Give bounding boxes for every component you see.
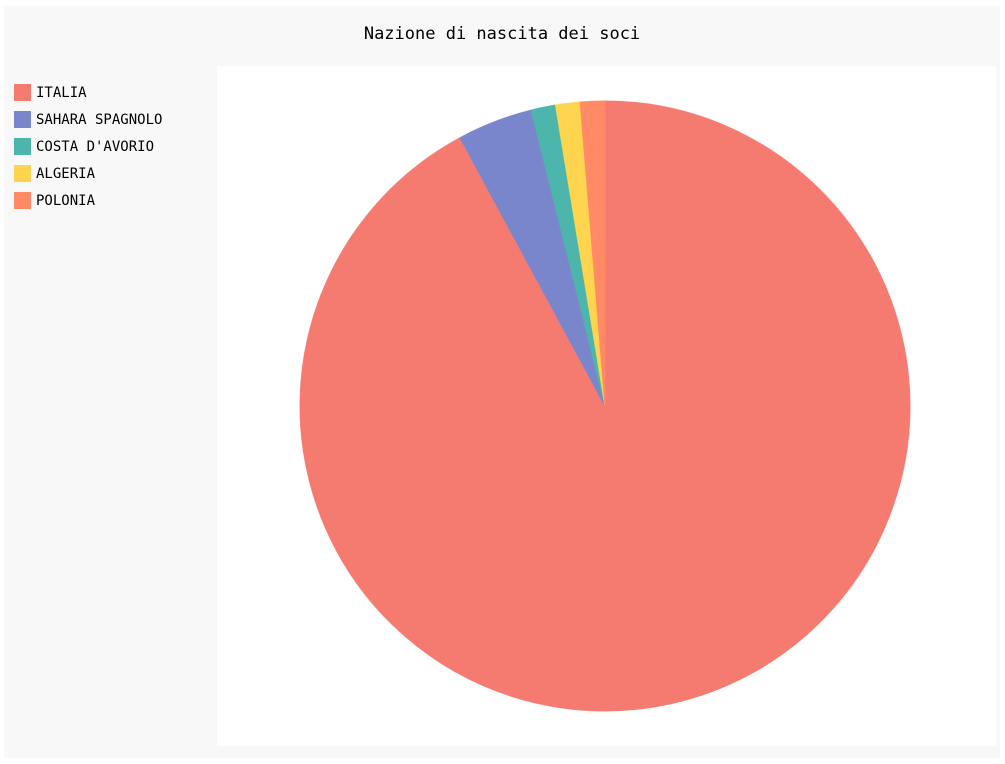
legend: ITALIA SAHARA SPAGNOLO COSTA D'AVORIO AL…: [14, 79, 162, 214]
legend-item-italia[interactable]: ITALIA: [14, 79, 162, 106]
legend-item-costa-d-avorio[interactable]: COSTA D'AVORIO: [14, 133, 162, 160]
legend-label: POLONIA: [36, 192, 96, 209]
legend-swatch: [14, 192, 31, 209]
chart-title: Nazione di nascita dei soci: [363, 24, 641, 44]
legend-swatch: [14, 138, 31, 155]
legend-label: ITALIA: [36, 84, 87, 101]
legend-swatch: [14, 111, 31, 128]
legend-item-algeria[interactable]: ALGERIA: [14, 160, 162, 187]
legend-label: SAHARA SPAGNOLO: [36, 111, 163, 128]
pie-slice-polonia[interactable]: [579, 100, 606, 407]
legend-swatch: [14, 165, 31, 182]
legend-label: ALGERIA: [36, 165, 96, 182]
legend-label: COSTA D'AVORIO: [36, 138, 155, 155]
legend-item-polonia[interactable]: POLONIA: [14, 187, 162, 214]
legend-swatch: [14, 84, 31, 101]
legend-item-sahara-spagnolo[interactable]: SAHARA SPAGNOLO: [14, 106, 162, 133]
